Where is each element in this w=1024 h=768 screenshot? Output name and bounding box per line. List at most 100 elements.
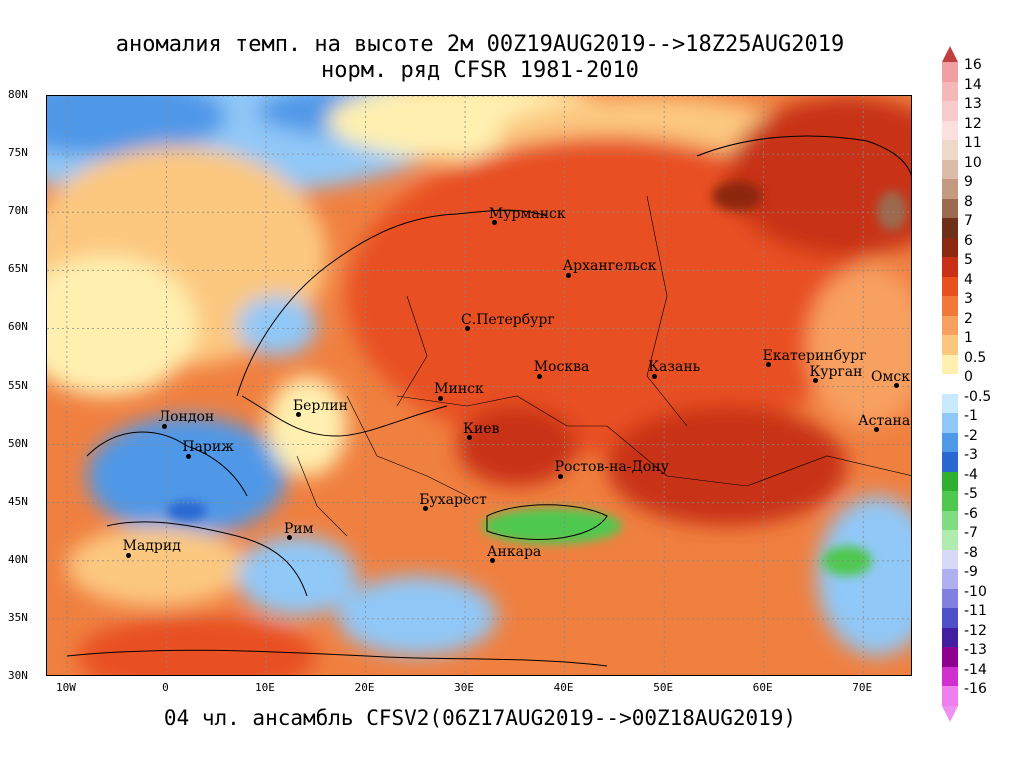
lat-label: 55N — [8, 378, 28, 392]
lat-label: 40N — [8, 552, 28, 566]
city-label: Бухарест — [419, 491, 487, 508]
legend-label: 6 — [964, 232, 973, 249]
legend-label: -14 — [964, 661, 987, 678]
lon-label: 20E — [354, 681, 375, 694]
legend-label: 12 — [964, 115, 982, 132]
legend-label: 3 — [964, 291, 973, 308]
legend-label: 5 — [964, 252, 973, 269]
legend-label: 0.5 — [964, 349, 987, 366]
legend-swatch — [942, 647, 958, 668]
city-label: Мурманск — [488, 205, 566, 222]
lon-label: 50E — [653, 681, 674, 694]
city-label: Киев — [463, 420, 500, 437]
legend-swatch — [942, 315, 958, 336]
city-label: Москва — [533, 359, 590, 376]
city-label: Казань — [648, 359, 701, 376]
city-marker — [537, 373, 543, 379]
legend-label: -0.5 — [964, 388, 992, 405]
lon-label: 70E — [852, 681, 873, 694]
legend-swatch — [942, 101, 958, 122]
lat-label: 35N — [8, 610, 28, 624]
city-marker — [873, 427, 879, 433]
legend-swatch — [942, 530, 958, 551]
legend-label: 2 — [964, 310, 973, 327]
legend-swatch — [942, 510, 958, 531]
legend-label: -11 — [964, 603, 987, 620]
borders — [296, 195, 911, 537]
legend-label: 8 — [964, 193, 973, 210]
legend-label: 10 — [964, 154, 982, 171]
city-label: Мадрид — [122, 538, 181, 555]
map-title: аномалия темп. на высоте 2м 00Z19AUG2019… — [115, 32, 845, 57]
city-marker — [893, 383, 899, 388]
legend-label: -3 — [964, 447, 978, 464]
city-label: Омск — [871, 368, 910, 385]
legend-label: 13 — [964, 96, 982, 113]
legend-label: -9 — [964, 564, 978, 581]
legend-label: 1 — [964, 330, 973, 347]
legend-swatch — [942, 198, 958, 219]
legend-label: 16 — [964, 57, 982, 73]
legend-swatch — [942, 374, 958, 395]
legend-label: -1 — [964, 408, 978, 425]
legend-label: 7 — [964, 213, 973, 230]
lon-label: 60E — [752, 681, 773, 694]
city-label: Лондон — [158, 409, 215, 426]
city-marker — [566, 272, 572, 278]
legend-swatch — [942, 140, 958, 161]
legend-swatch — [942, 354, 958, 375]
lat-label: 30N — [8, 669, 28, 682]
legend-swatch — [942, 81, 958, 102]
legend-label: 0 — [964, 369, 973, 386]
legend-swatch — [942, 218, 958, 239]
city-marker — [766, 362, 772, 368]
legend-swatch — [942, 296, 958, 317]
legend-label: -8 — [964, 544, 978, 561]
city-label: Ростов-на-Дону — [554, 459, 669, 476]
lat-label: 65N — [8, 262, 28, 276]
legend-label: -13 — [964, 642, 987, 659]
legend-swatch — [942, 491, 958, 512]
city-marker — [126, 552, 132, 558]
lat-label: 45N — [8, 494, 28, 508]
graticule — [47, 96, 911, 675]
legend-arrow-top — [942, 46, 958, 62]
lon-label: 0 — [162, 681, 169, 694]
ensemble-footer: 04 чл. ансамбль CFSV2(06Z17AUG2019-->00Z… — [163, 706, 797, 730]
legend-swatch — [942, 62, 958, 82]
lat-label: 80N — [8, 88, 28, 101]
city-label: Курган — [809, 363, 863, 380]
legend-swatch — [942, 627, 958, 648]
color-legend: 16 14 13 12 11 10 9 8 7 6 5 4 3 2 1 0.5 0 -0.5 -1 -2 -3 -4 -5 -… — [938, 46, 1024, 722]
legend-label: -7 — [964, 525, 978, 542]
city-marker — [185, 453, 191, 459]
legend-swatch — [942, 237, 958, 258]
city-marker — [464, 326, 470, 332]
city-marker — [161, 423, 167, 429]
legend-swatch — [942, 471, 958, 492]
legend-swatch — [942, 432, 958, 453]
city-label: Париж — [182, 439, 235, 456]
city-label: Минск — [434, 381, 484, 398]
lon-label: 30E — [454, 681, 474, 694]
city-marker — [466, 435, 472, 441]
city-marker — [422, 506, 428, 512]
legend-swatch — [942, 393, 958, 414]
city-marker — [296, 412, 302, 418]
city-marker — [651, 373, 657, 379]
lat-label: 75N — [8, 146, 28, 160]
lat-label: 60N — [8, 320, 28, 334]
city-marker — [437, 395, 443, 401]
legend-label: -10 — [964, 583, 987, 600]
legend-label: -5 — [964, 486, 978, 503]
legend-label: 9 — [964, 174, 973, 191]
city-marker — [812, 378, 818, 384]
legend-label: 14 — [964, 76, 982, 93]
legend-swatch — [942, 452, 958, 473]
lat-label: 50N — [8, 436, 28, 450]
legend-swatch — [942, 569, 958, 590]
legend-swatch — [942, 179, 958, 200]
city-marker — [558, 473, 564, 479]
legend-label: 4 — [964, 271, 973, 288]
city-label: Астана — [858, 412, 911, 429]
